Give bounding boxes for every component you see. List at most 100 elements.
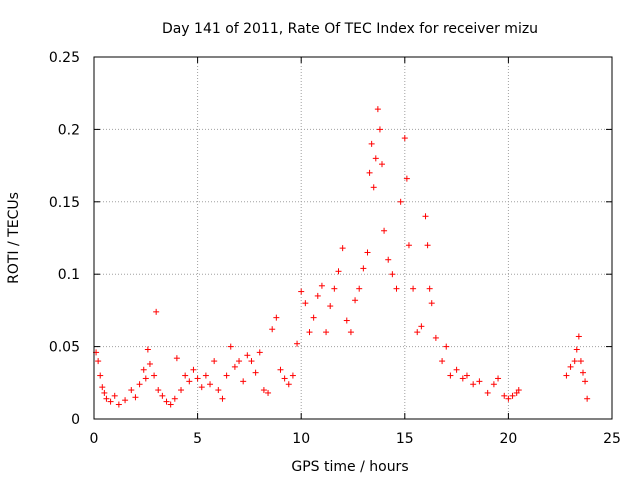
data-point [128, 387, 135, 394]
data-point [223, 372, 230, 379]
data-point [374, 106, 381, 113]
data-point [505, 395, 512, 402]
data-point [323, 329, 330, 336]
data-point [146, 360, 153, 367]
data-point [115, 401, 122, 408]
data-point [364, 249, 371, 256]
data-point [584, 395, 591, 402]
data-point [153, 308, 160, 315]
data-point [372, 155, 379, 162]
data-point [122, 397, 129, 404]
data-point [476, 378, 483, 385]
y-tick-label: 0.1 [58, 267, 80, 283]
data-point [294, 340, 301, 347]
data-point [173, 355, 180, 362]
data-point [495, 375, 502, 382]
data-point [186, 378, 193, 385]
data-point [447, 372, 454, 379]
data-point [269, 326, 276, 333]
data-point [144, 346, 151, 353]
data-point [443, 343, 450, 350]
data-point [252, 369, 259, 376]
x-tick-label: 0 [90, 431, 99, 447]
data-point [132, 394, 139, 401]
data-point [256, 349, 263, 356]
data-point [107, 398, 114, 405]
data-point [171, 395, 178, 402]
data-point [424, 242, 431, 249]
y-tick-label: 0 [71, 412, 80, 428]
data-point [194, 375, 201, 382]
data-point [393, 285, 400, 292]
data-points [93, 106, 591, 408]
chart-title: Day 141 of 2011, Rate Of TEC Index for r… [162, 21, 538, 37]
tick-marks [93, 56, 613, 420]
data-point [432, 334, 439, 341]
data-point [379, 161, 386, 168]
data-point [285, 381, 292, 388]
data-point [414, 329, 421, 336]
data-point [219, 395, 226, 402]
data-point [575, 333, 582, 340]
axes [93, 56, 613, 420]
y-tick-label: 0.05 [49, 340, 80, 356]
x-tick-label: 5 [193, 431, 202, 447]
data-point [352, 297, 359, 304]
data-point [302, 300, 309, 307]
data-point [281, 375, 288, 382]
data-point [385, 256, 392, 263]
data-point [260, 387, 267, 394]
y-tick-label: 0.25 [49, 50, 80, 66]
data-point [515, 387, 522, 394]
data-point [178, 387, 185, 394]
data-point [298, 288, 305, 295]
data-point [397, 198, 404, 205]
data-point [343, 317, 350, 324]
x-tick-label: 25 [603, 431, 621, 447]
data-point [248, 358, 255, 365]
data-point [426, 285, 433, 292]
data-point [97, 372, 104, 379]
data-point [509, 392, 516, 399]
data-point [381, 227, 388, 234]
data-point [347, 329, 354, 336]
data-point [577, 358, 584, 365]
data-point [159, 392, 166, 399]
data-point [314, 292, 321, 299]
data-point [563, 372, 570, 379]
data-point [368, 140, 375, 147]
data-point [389, 271, 396, 278]
data-point [401, 135, 408, 142]
data-point [571, 358, 578, 365]
data-point [418, 323, 425, 330]
data-point [582, 378, 589, 385]
data-point [366, 169, 373, 176]
x-axis-label: GPS time / hours [291, 459, 408, 475]
data-point [567, 363, 574, 370]
data-point [277, 366, 284, 373]
grid-lines [94, 57, 612, 419]
data-point [490, 381, 497, 388]
data-point [370, 184, 377, 191]
data-point [403, 175, 410, 182]
data-point [376, 126, 383, 133]
data-point [231, 363, 238, 370]
data-point [484, 389, 491, 396]
data-point [459, 375, 466, 382]
data-point [273, 314, 280, 321]
data-point [111, 392, 118, 399]
data-point [405, 242, 412, 249]
x-tick-label: 15 [396, 431, 414, 447]
tick-labels: 0 5 10 15 20 25 0 0.05 0.1 0.15 0.2 0.25 [49, 50, 621, 447]
data-point [501, 392, 508, 399]
x-tick-label: 20 [499, 431, 517, 447]
data-point [215, 387, 222, 394]
data-point [207, 381, 214, 388]
plot-border [93, 56, 613, 420]
data-point [142, 375, 149, 382]
data-point [227, 343, 234, 350]
data-point [470, 381, 477, 388]
data-point [151, 372, 158, 379]
data-point [289, 372, 296, 379]
